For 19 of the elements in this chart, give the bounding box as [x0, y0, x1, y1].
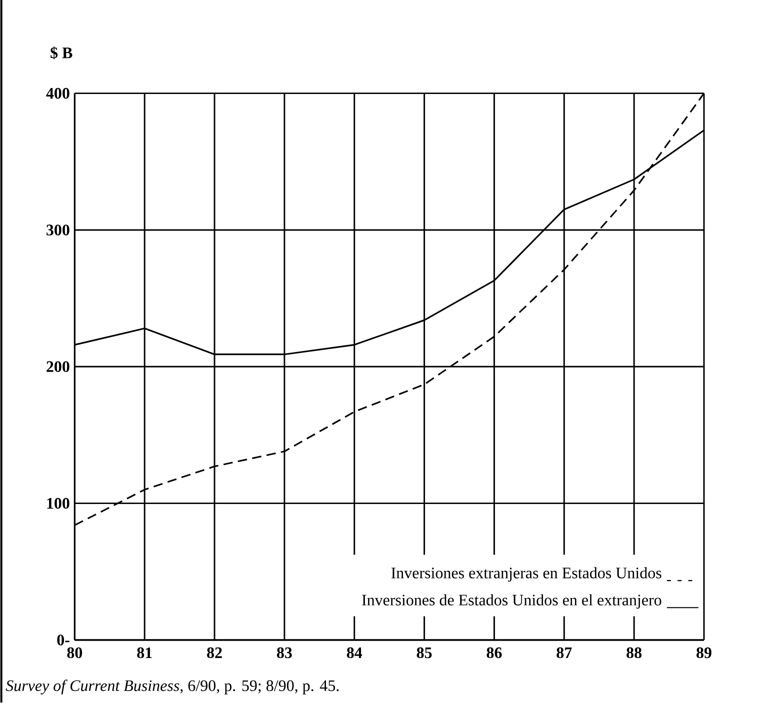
legend-label: Inversiones extranjeras en Estados Unidos [391, 567, 662, 582]
x-tick-label: 85 [416, 648, 432, 658]
y-tick-label: 0- [57, 634, 70, 646]
x-tick-label: 81 [137, 648, 152, 658]
x-tick-label: 88 [626, 648, 642, 658]
legend-label: Inversiones de Estados Unidos en el extranjero [362, 594, 662, 609]
x-tick-label: 83 [276, 648, 292, 658]
text: Survey of Current Business, 6/90, p. 59; 8/90, p. 45. [6, 680, 339, 695]
y-tick-label: 200 [46, 361, 70, 372]
x-tick-label: 87 [556, 648, 572, 658]
x-tick-label: 86 [486, 648, 502, 658]
x-tick-label: 80 [67, 648, 82, 658]
y-tick-label: 400 [46, 88, 70, 99]
y-tick-label: 100 [47, 498, 70, 509]
y-axis-title: $ B [50, 46, 72, 60]
y-tick-label: 300 [46, 224, 70, 236]
x-tick-label: 84 [346, 648, 362, 658]
x-tick-label: 82 [207, 648, 222, 658]
x-tick-label: 89 [696, 648, 712, 658]
